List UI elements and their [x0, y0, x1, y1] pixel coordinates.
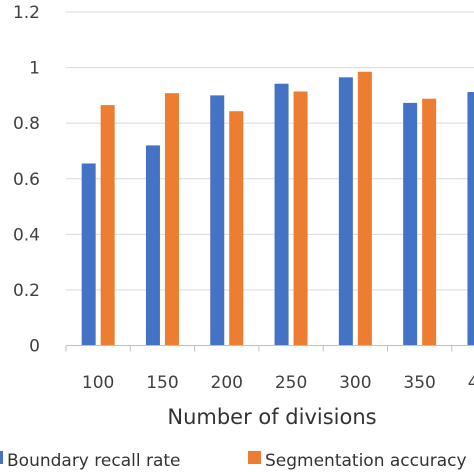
bar-boundary-recall-300[interactable] [338, 77, 353, 346]
x-tick-label-100: 100 [82, 373, 114, 393]
bar-boundary-recall-100[interactable] [81, 163, 96, 346]
bar-boundary-recall-150[interactable] [145, 145, 160, 346]
legend[interactable]: Boundary recall rate Segmentation accura… [0, 451, 467, 471]
bar-boundary-recall-200[interactable] [210, 95, 225, 346]
x-tick-label-150: 150 [146, 373, 178, 393]
x-axis-tick-labels: 100 150 200 250 300 350 400 [65, 345, 474, 393]
legend-swatch-segmentation-accuracy [248, 451, 261, 464]
legend-label-segmentation-accuracy: Segmentation accuracy [265, 451, 467, 471]
bar-segmentation-accuracy-150[interactable] [164, 93, 179, 346]
bar-segmentation-accuracy-200[interactable] [229, 111, 244, 346]
bars [81, 71, 474, 346]
x-tick-label-300: 300 [339, 373, 371, 393]
bar-boundary-recall-400[interactable] [467, 92, 474, 346]
bar-segmentation-accuracy-250[interactable] [293, 91, 308, 346]
y-tick-label: 0.8 [13, 114, 40, 134]
x-tick-label-250: 250 [275, 373, 307, 393]
legend-label-boundary-recall: Boundary recall rate [7, 451, 181, 471]
y-axis-tick-labels: 0 0.2 0.4 0.6 0.8 1 1.2 [13, 3, 40, 357]
bar-boundary-recall-350[interactable] [403, 102, 418, 346]
x-tick-label-400: 400 [468, 373, 474, 393]
y-tick-label: 0.2 [13, 281, 40, 301]
x-tick-label-350: 350 [403, 373, 435, 393]
y-tick-label: 1.2 [13, 3, 40, 23]
x-axis-title: Number of divisions [167, 405, 376, 429]
x-tick-label-200: 200 [211, 373, 243, 393]
bar-segmentation-accuracy-300[interactable] [357, 71, 372, 346]
bar-segmentation-accuracy-100[interactable] [100, 105, 115, 346]
legend-swatch-boundary-recall [0, 451, 3, 464]
y-tick-label: 0 [29, 337, 40, 357]
y-tick-label: 0.4 [13, 225, 40, 245]
bar-boundary-recall-250[interactable] [274, 83, 289, 346]
bar-segmentation-accuracy-350[interactable] [422, 98, 437, 346]
y-tick-label: 0.6 [13, 170, 40, 190]
y-tick-label: 1 [29, 59, 40, 79]
